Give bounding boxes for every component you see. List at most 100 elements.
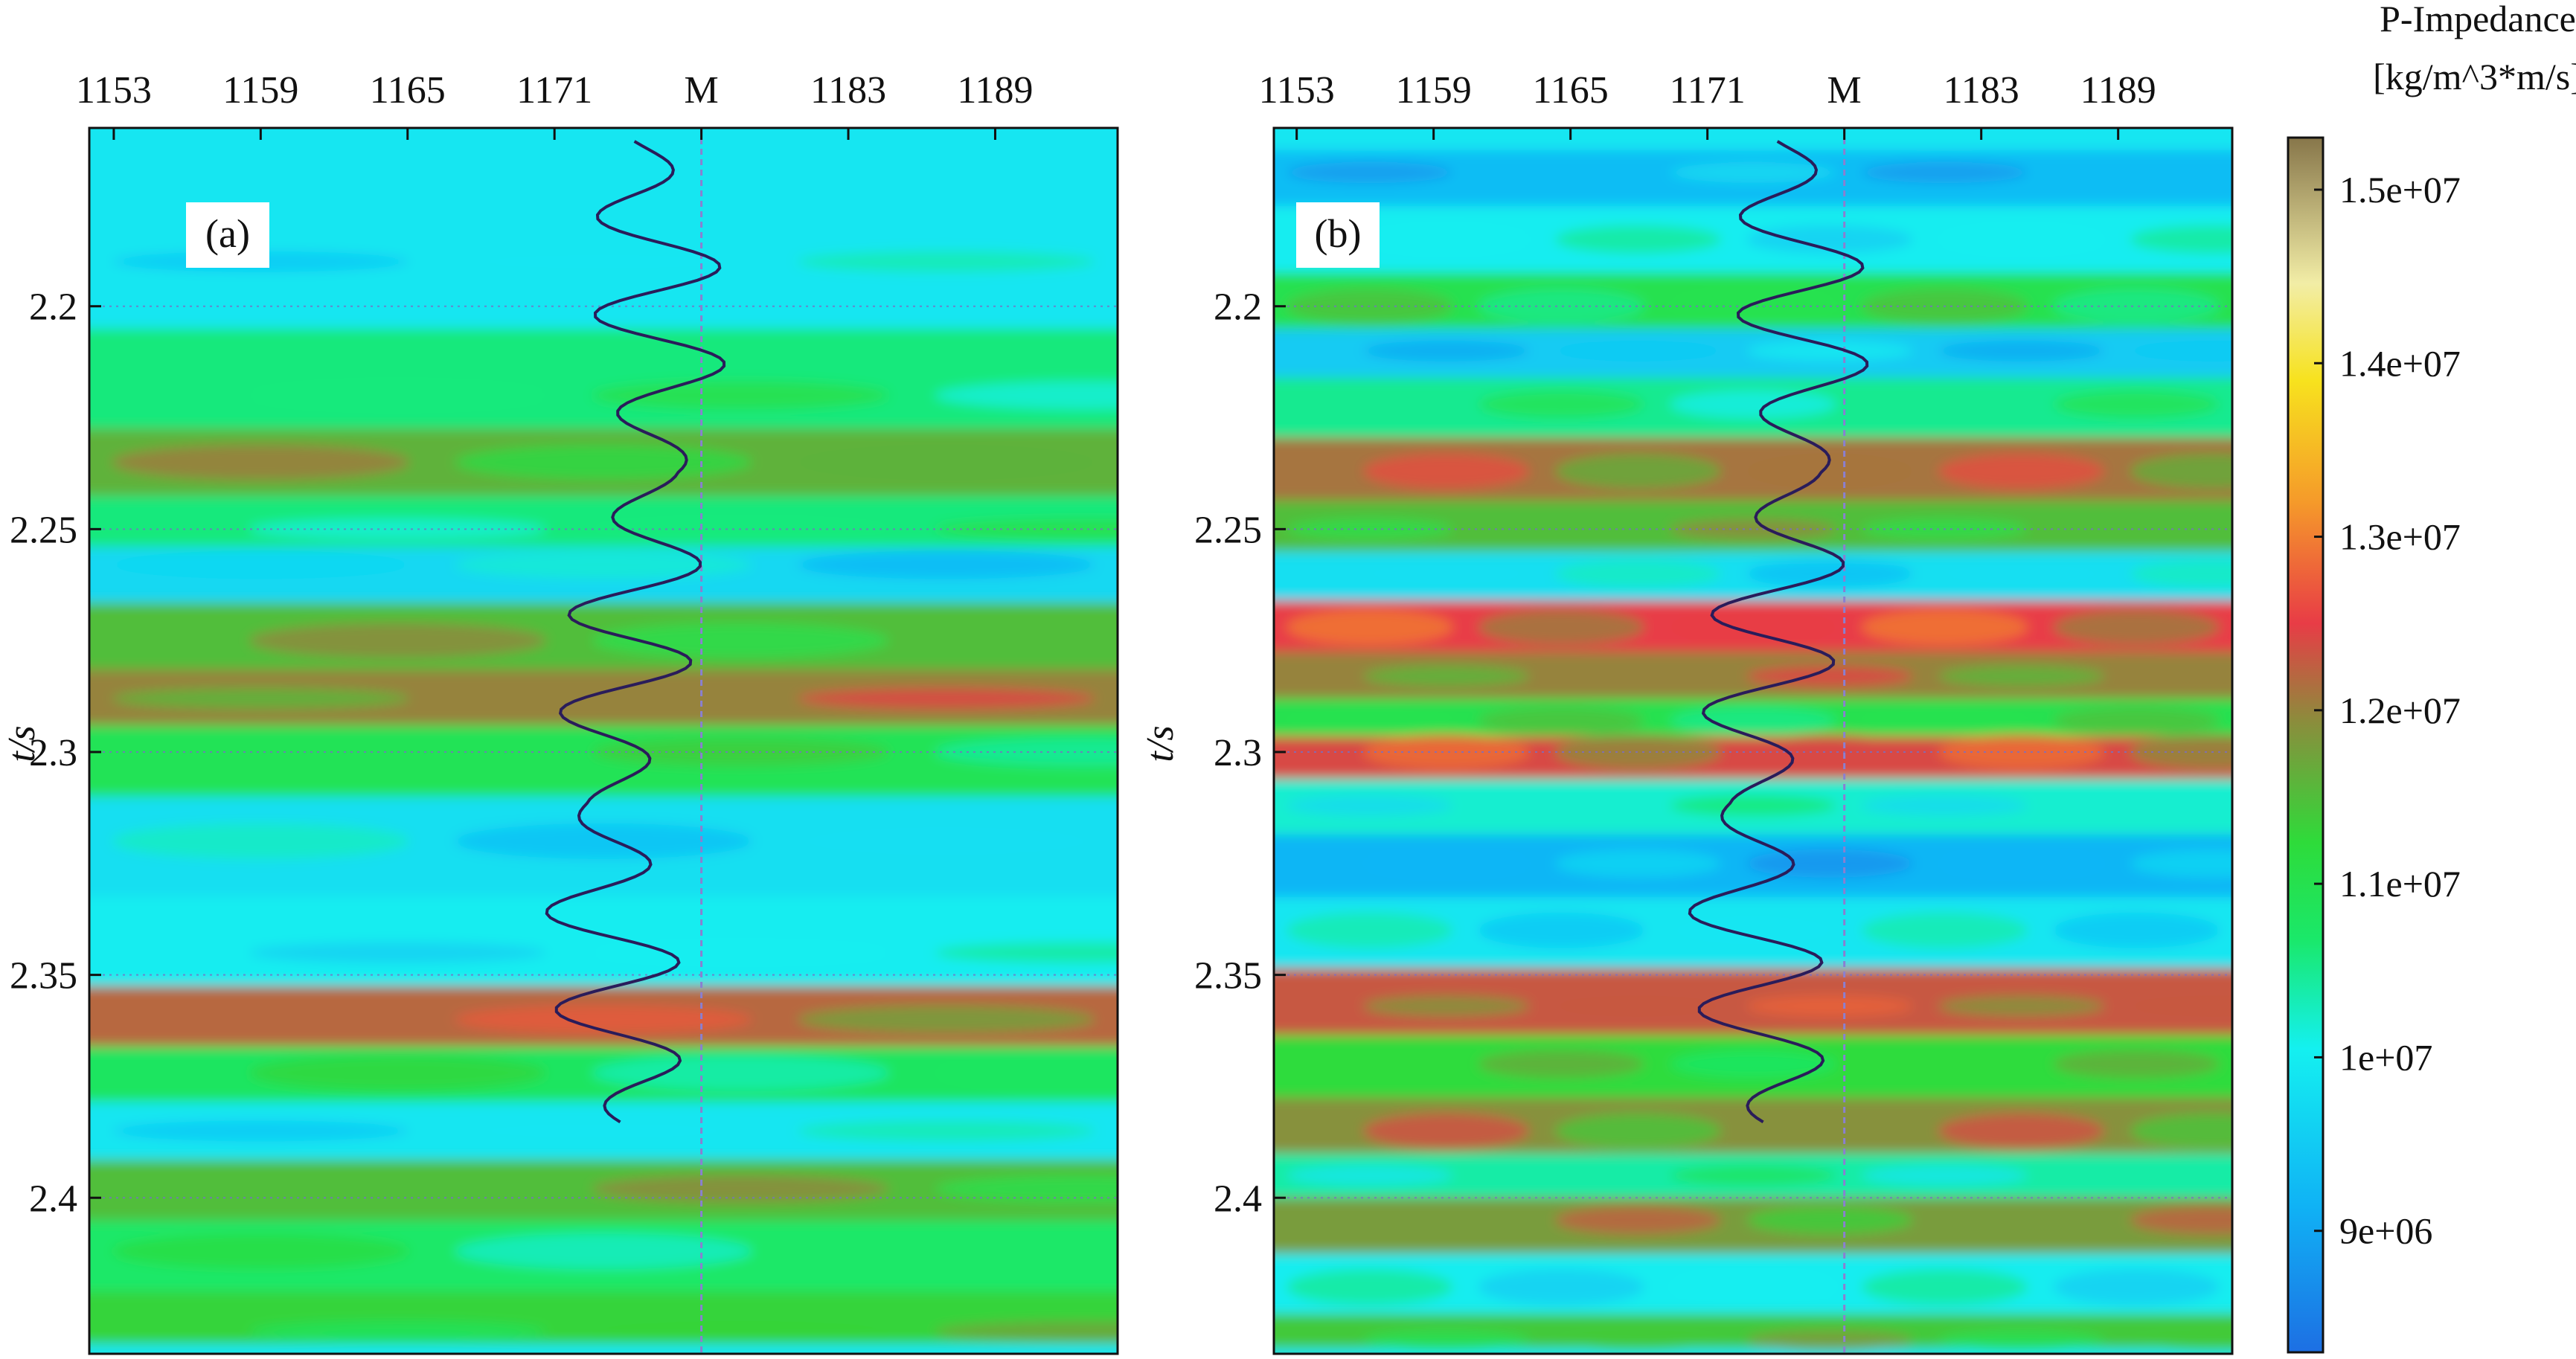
colorbar-tick-label: 1.1e+07 <box>2339 863 2461 905</box>
impedance-anomaly <box>249 381 547 410</box>
impedance-anomaly <box>1938 453 2105 489</box>
y-tick-label: 2.3 <box>1214 732 1262 774</box>
impedance-anomaly <box>1362 849 1530 878</box>
x-tick-label: M <box>684 69 718 112</box>
impedance-anomaly <box>797 688 1095 710</box>
impedance-anomaly <box>1938 1330 2105 1352</box>
impedance-anomaly <box>591 381 890 410</box>
impedance-anomaly <box>249 1175 547 1204</box>
impedance-anomaly <box>2053 518 2220 540</box>
impedance-anomaly <box>2053 1269 2220 1305</box>
impedance-anomaly <box>1938 849 2105 878</box>
impedance-anomaly <box>1746 1113 1914 1149</box>
impedance-anomaly <box>1286 1050 1453 1079</box>
impedance-anomaly <box>1362 666 1530 687</box>
panel-tag-b: (b) <box>1296 202 1380 268</box>
impedance-anomaly <box>1746 225 1914 254</box>
impedance-anomaly <box>591 1055 890 1091</box>
impedance-anomaly <box>1286 609 1453 646</box>
impedance-anomaly <box>1861 1050 2028 1079</box>
impedance-anomaly <box>454 823 753 859</box>
colorbar-tick-label: 9e+06 <box>2339 1210 2432 1252</box>
y-tick-label: 2.2 <box>29 286 77 329</box>
y-tick-label: 2.3 <box>29 732 77 774</box>
impedance-anomaly <box>2130 1330 2232 1352</box>
panel-tag-b-text: (b) <box>1315 211 1362 256</box>
impedance-anomaly <box>1670 794 1836 816</box>
x-tick-label: 1153 <box>1259 69 1335 112</box>
impedance-anomaly <box>1478 912 1645 948</box>
plot-frame-b <box>1272 126 2234 1355</box>
impedance-anomaly <box>1938 733 2105 770</box>
impedance-anomaly <box>1478 161 1645 183</box>
impedance-anomaly <box>1861 609 2028 646</box>
plot-frame-a <box>88 126 1119 1355</box>
x-axis-a: 1153 1159 1165 1171 M 1183 1189 <box>76 69 1034 140</box>
impedance-anomaly <box>1861 161 2028 183</box>
impedance-anomaly <box>1362 225 1530 254</box>
impedance-anomaly <box>1746 453 1914 489</box>
impedance-anomaly <box>1362 1206 1530 1235</box>
colorbar-tick-label: 1.4e+07 <box>2339 342 2461 384</box>
ylabel-a: t/s <box>1 725 43 762</box>
impedance-anomaly <box>2053 1165 2220 1186</box>
impedance-anomaly <box>2053 288 2220 324</box>
impedance-anomaly <box>112 1233 410 1270</box>
panel-a: 1153 1159 1165 1171 M 1183 1189 2.2 2.25 2.3 2.35… <box>1 69 1119 1355</box>
y-tick-label: 2.35 <box>1194 955 1262 997</box>
impedance-anomaly <box>112 550 410 579</box>
impedance-anomaly <box>112 688 410 710</box>
y-axis-b: 2.2 2.25 2.3 2.35 2.4 <box>1194 286 1286 1220</box>
impedance-anomaly <box>1670 1050 1836 1079</box>
impedance-anomaly <box>934 518 1118 540</box>
well-log-trace-a <box>545 140 726 1124</box>
impedance-anomaly <box>2053 794 2220 816</box>
impedance-anomaly <box>2130 559 2232 588</box>
impedance-anomaly <box>2130 733 2232 770</box>
impedance-anomaly <box>1746 995 1914 1017</box>
y-tick-label: 2.35 <box>10 955 77 997</box>
impedance-anomaly <box>591 1175 890 1204</box>
impedance-anomaly <box>1554 453 1722 489</box>
impedance-anomaly <box>1554 995 1722 1017</box>
x-tick-label: 1189 <box>957 69 1033 112</box>
impedance-anomaly <box>2053 390 2220 419</box>
impedance-anomaly <box>934 942 1118 963</box>
impedance-anomaly <box>1554 225 1722 254</box>
impedance-anomaly <box>454 1005 753 1034</box>
impedance-anomaly <box>1478 1165 1645 1186</box>
x-tick-label: 1165 <box>370 69 446 112</box>
impedance-anomaly <box>1554 559 1722 588</box>
impedance-anomaly <box>1286 1165 1453 1186</box>
impedance-anomaly <box>1286 794 1453 816</box>
impedance-anomaly <box>2130 453 2232 489</box>
impedance-map-a <box>89 128 1118 1354</box>
impedance-anomaly <box>1670 912 1836 948</box>
impedance-anomaly <box>454 1233 753 1270</box>
impedance-anomaly <box>112 1120 410 1142</box>
y-tick-label: 2.2 <box>1214 286 1262 329</box>
impedance-anomaly <box>797 1233 1095 1270</box>
panel-tag-a-text: (a) <box>205 211 250 256</box>
impedance-anomaly <box>454 444 753 481</box>
impedance-layer <box>89 896 1118 988</box>
impedance-anomaly <box>1861 1165 2028 1186</box>
impedance-map-b <box>1274 128 2232 1354</box>
impedance-anomaly <box>1938 666 2105 687</box>
x-tick-label: 1171 <box>1670 69 1746 112</box>
impedance-anomaly <box>591 942 890 963</box>
colorbar-tick-label: 1.3e+07 <box>2339 516 2461 558</box>
impedance-anomaly <box>1478 390 1645 419</box>
impedance-anomaly <box>1362 453 1530 489</box>
impedance-anomaly <box>1362 995 1530 1017</box>
colorbar-ticks: 1.5e+07 1.4e+07 1.3e+07 1.2e+07 1.1e+07 1e+07… <box>2314 169 2461 1252</box>
y-tick-label: 2.4 <box>1214 1178 1262 1220</box>
impedance-anomaly <box>1670 390 1836 419</box>
impedance-anomaly <box>249 1055 547 1091</box>
impedance-anomaly <box>1670 1165 1836 1186</box>
impedance-anomaly <box>1670 609 1836 646</box>
impedance-anomaly <box>1362 340 1530 362</box>
impedance-anomaly <box>1286 707 1453 736</box>
impedance-anomaly <box>1554 849 1722 878</box>
